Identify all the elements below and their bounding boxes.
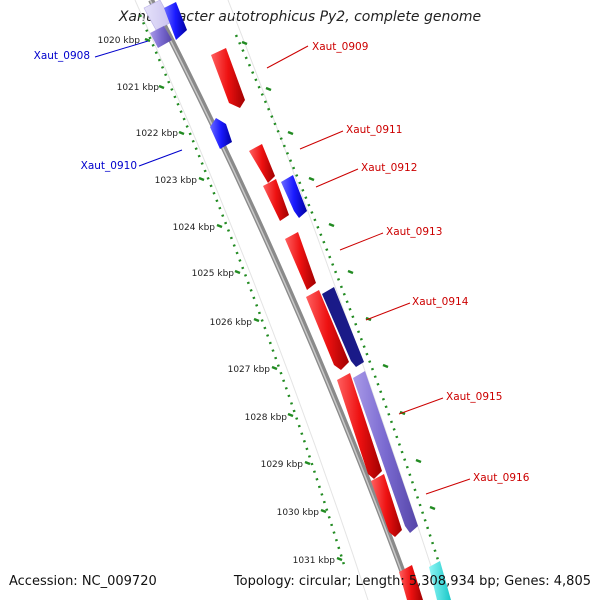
genome-backbone <box>148 0 416 600</box>
gene-xaut-0912[interactable] <box>281 175 307 218</box>
leader-lines <box>94 40 471 495</box>
tick-track-outer <box>234 34 440 561</box>
gene-xaut-0908[interactable] <box>164 2 187 40</box>
gene-xaut-0909[interactable] <box>211 48 245 108</box>
gene-xaut-0911[interactable] <box>249 144 275 183</box>
gene-xaut-0916[interactable] <box>371 474 402 537</box>
gene-xaut-0913[interactable] <box>285 232 316 290</box>
gene-label-xaut-0916[interactable]: Xaut_0916 <box>473 472 530 484</box>
topology-label: Topology: circular; Length: 5,308,934 bp… <box>233 574 591 589</box>
axis-label: 1029 kbp <box>261 460 304 470</box>
forward-strand-genes <box>211 48 423 600</box>
gene-xaut-0915-red[interactable] <box>337 373 382 479</box>
gene-xaut-0908-light[interactable] <box>150 26 172 48</box>
gene-label-xaut-0914[interactable]: Xaut_0914 <box>412 296 469 308</box>
gene-xaut-0914-dark[interactable] <box>322 287 364 367</box>
gene-bottom-red[interactable] <box>399 565 423 600</box>
gene-labels: Xaut_0908 Xaut_0909 Xaut_0910 Xaut_0911 … <box>34 41 530 484</box>
axis-label: 1031 kbp <box>293 556 336 566</box>
gene-label-xaut-0908[interactable]: Xaut_0908 <box>34 50 90 62</box>
axis-label: 1027 kbp <box>228 365 271 375</box>
axis-label: 1025 kbp <box>192 269 235 279</box>
genome-backbone-highlight <box>149 0 413 600</box>
gene-label-xaut-0911[interactable]: Xaut_0911 <box>346 124 402 136</box>
gene-label-xaut-0909[interactable]: Xaut_0909 <box>312 41 368 53</box>
axis-label: 1024 kbp <box>173 223 216 233</box>
accession-label: Accession: NC_009720 <box>9 574 157 589</box>
reverse-strand-genes <box>143 0 418 533</box>
axis-label: 1023 kbp <box>155 176 198 186</box>
axis-label: 1026 kbp <box>210 318 253 328</box>
axis-label: 1030 kbp <box>277 508 320 518</box>
major-ticks <box>144 37 343 562</box>
tick-track-inner <box>138 14 347 569</box>
axis-label: 1021 kbp <box>117 83 160 93</box>
gene-label-xaut-0910[interactable]: Xaut_0910 <box>81 160 137 172</box>
gene-label-xaut-0915[interactable]: Xaut_0915 <box>446 391 502 403</box>
gene-label-xaut-0912[interactable]: Xaut_0912 <box>361 162 417 174</box>
gene-label-xaut-0913[interactable]: Xaut_0913 <box>386 226 442 238</box>
lane-border-inner <box>134 0 369 600</box>
gene-xaut-0915[interactable] <box>353 371 418 533</box>
gene-xaut-0914[interactable] <box>306 290 349 370</box>
gene-xaut-0910[interactable] <box>210 118 232 149</box>
axis-labels: 1020 kbp 1021 kbp 1022 kbp 1023 kbp 1024… <box>98 36 336 566</box>
gene-bottom-cyan[interactable] <box>429 561 451 600</box>
map-title: Xanthobacter autotrophicus Py2, complete… <box>118 9 482 25</box>
axis-label: 1022 kbp <box>136 129 179 139</box>
axis-label: 1028 kbp <box>245 413 288 423</box>
gene-xaut-0911b[interactable] <box>263 179 289 221</box>
axis-label: 1020 kbp <box>98 36 141 46</box>
major-ticks-outer <box>241 40 436 511</box>
